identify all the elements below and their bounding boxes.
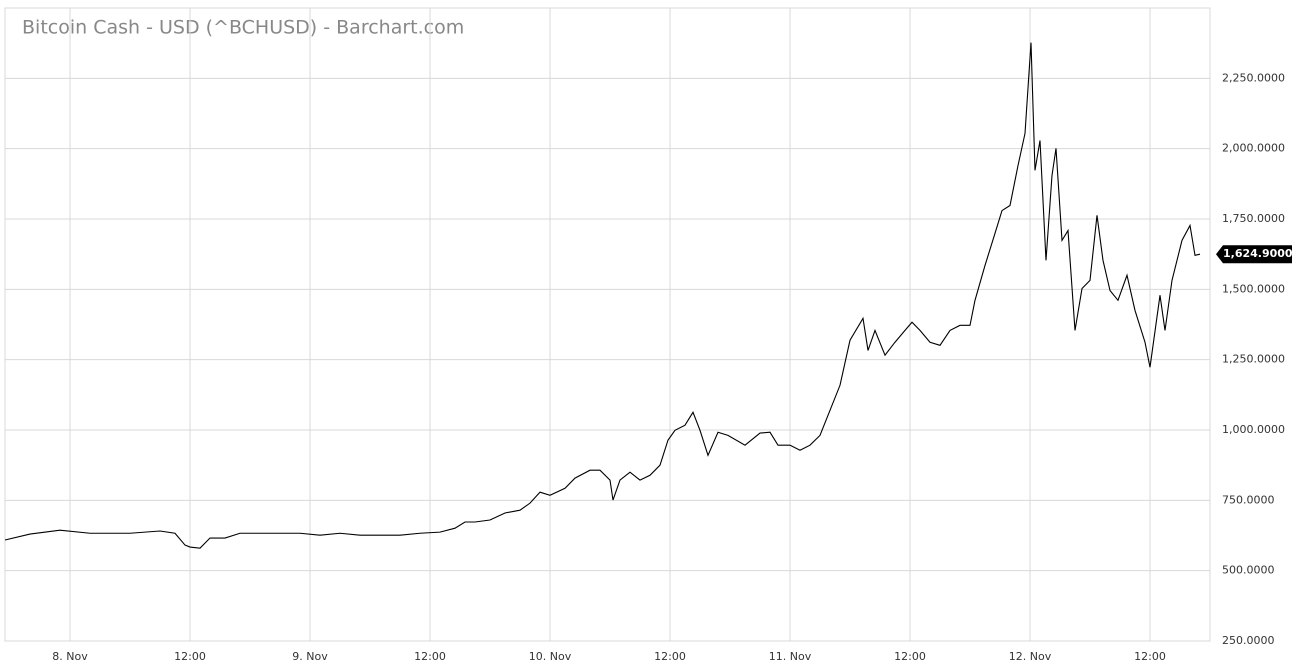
y-tick-label: 500.0000 (1222, 564, 1275, 577)
y-tick-label: 1,000.0000 (1222, 423, 1285, 436)
x-tick-label: 12:00 (1134, 650, 1166, 663)
y-tick-label: 2,250.0000 (1222, 71, 1285, 84)
y-tick-label: 1,500.0000 (1222, 282, 1285, 295)
y-tick-label: 1,250.0000 (1222, 353, 1285, 366)
y-tick-label: 250.0000 (1222, 634, 1275, 647)
y-tick-label: 2,000.0000 (1222, 142, 1285, 155)
x-tick-label: 11. Nov (769, 650, 812, 663)
y-tick-label: 750.0000 (1222, 493, 1275, 506)
price-marker-label: 1,624.9000 (1223, 247, 1293, 260)
y-tick-label: 1,750.0000 (1222, 212, 1285, 225)
x-tick-label: 8. Nov (52, 650, 88, 663)
price-marker (1216, 245, 1292, 264)
x-tick-label: 9. Nov (292, 650, 328, 663)
x-tick-label: 10. Nov (529, 650, 572, 663)
chart-title: Bitcoin Cash - USD (^BCHUSD) - Barchart.… (22, 17, 464, 39)
x-tick-label: 12:00 (894, 650, 926, 663)
x-tick-label: 12:00 (174, 650, 206, 663)
price-line (4, 42, 1201, 549)
x-tick-label: 12:00 (654, 650, 686, 663)
x-tick-label: 12. Nov (1009, 650, 1052, 663)
plot-frame (4, 7, 1211, 642)
x-tick-label: 12:00 (414, 650, 446, 663)
